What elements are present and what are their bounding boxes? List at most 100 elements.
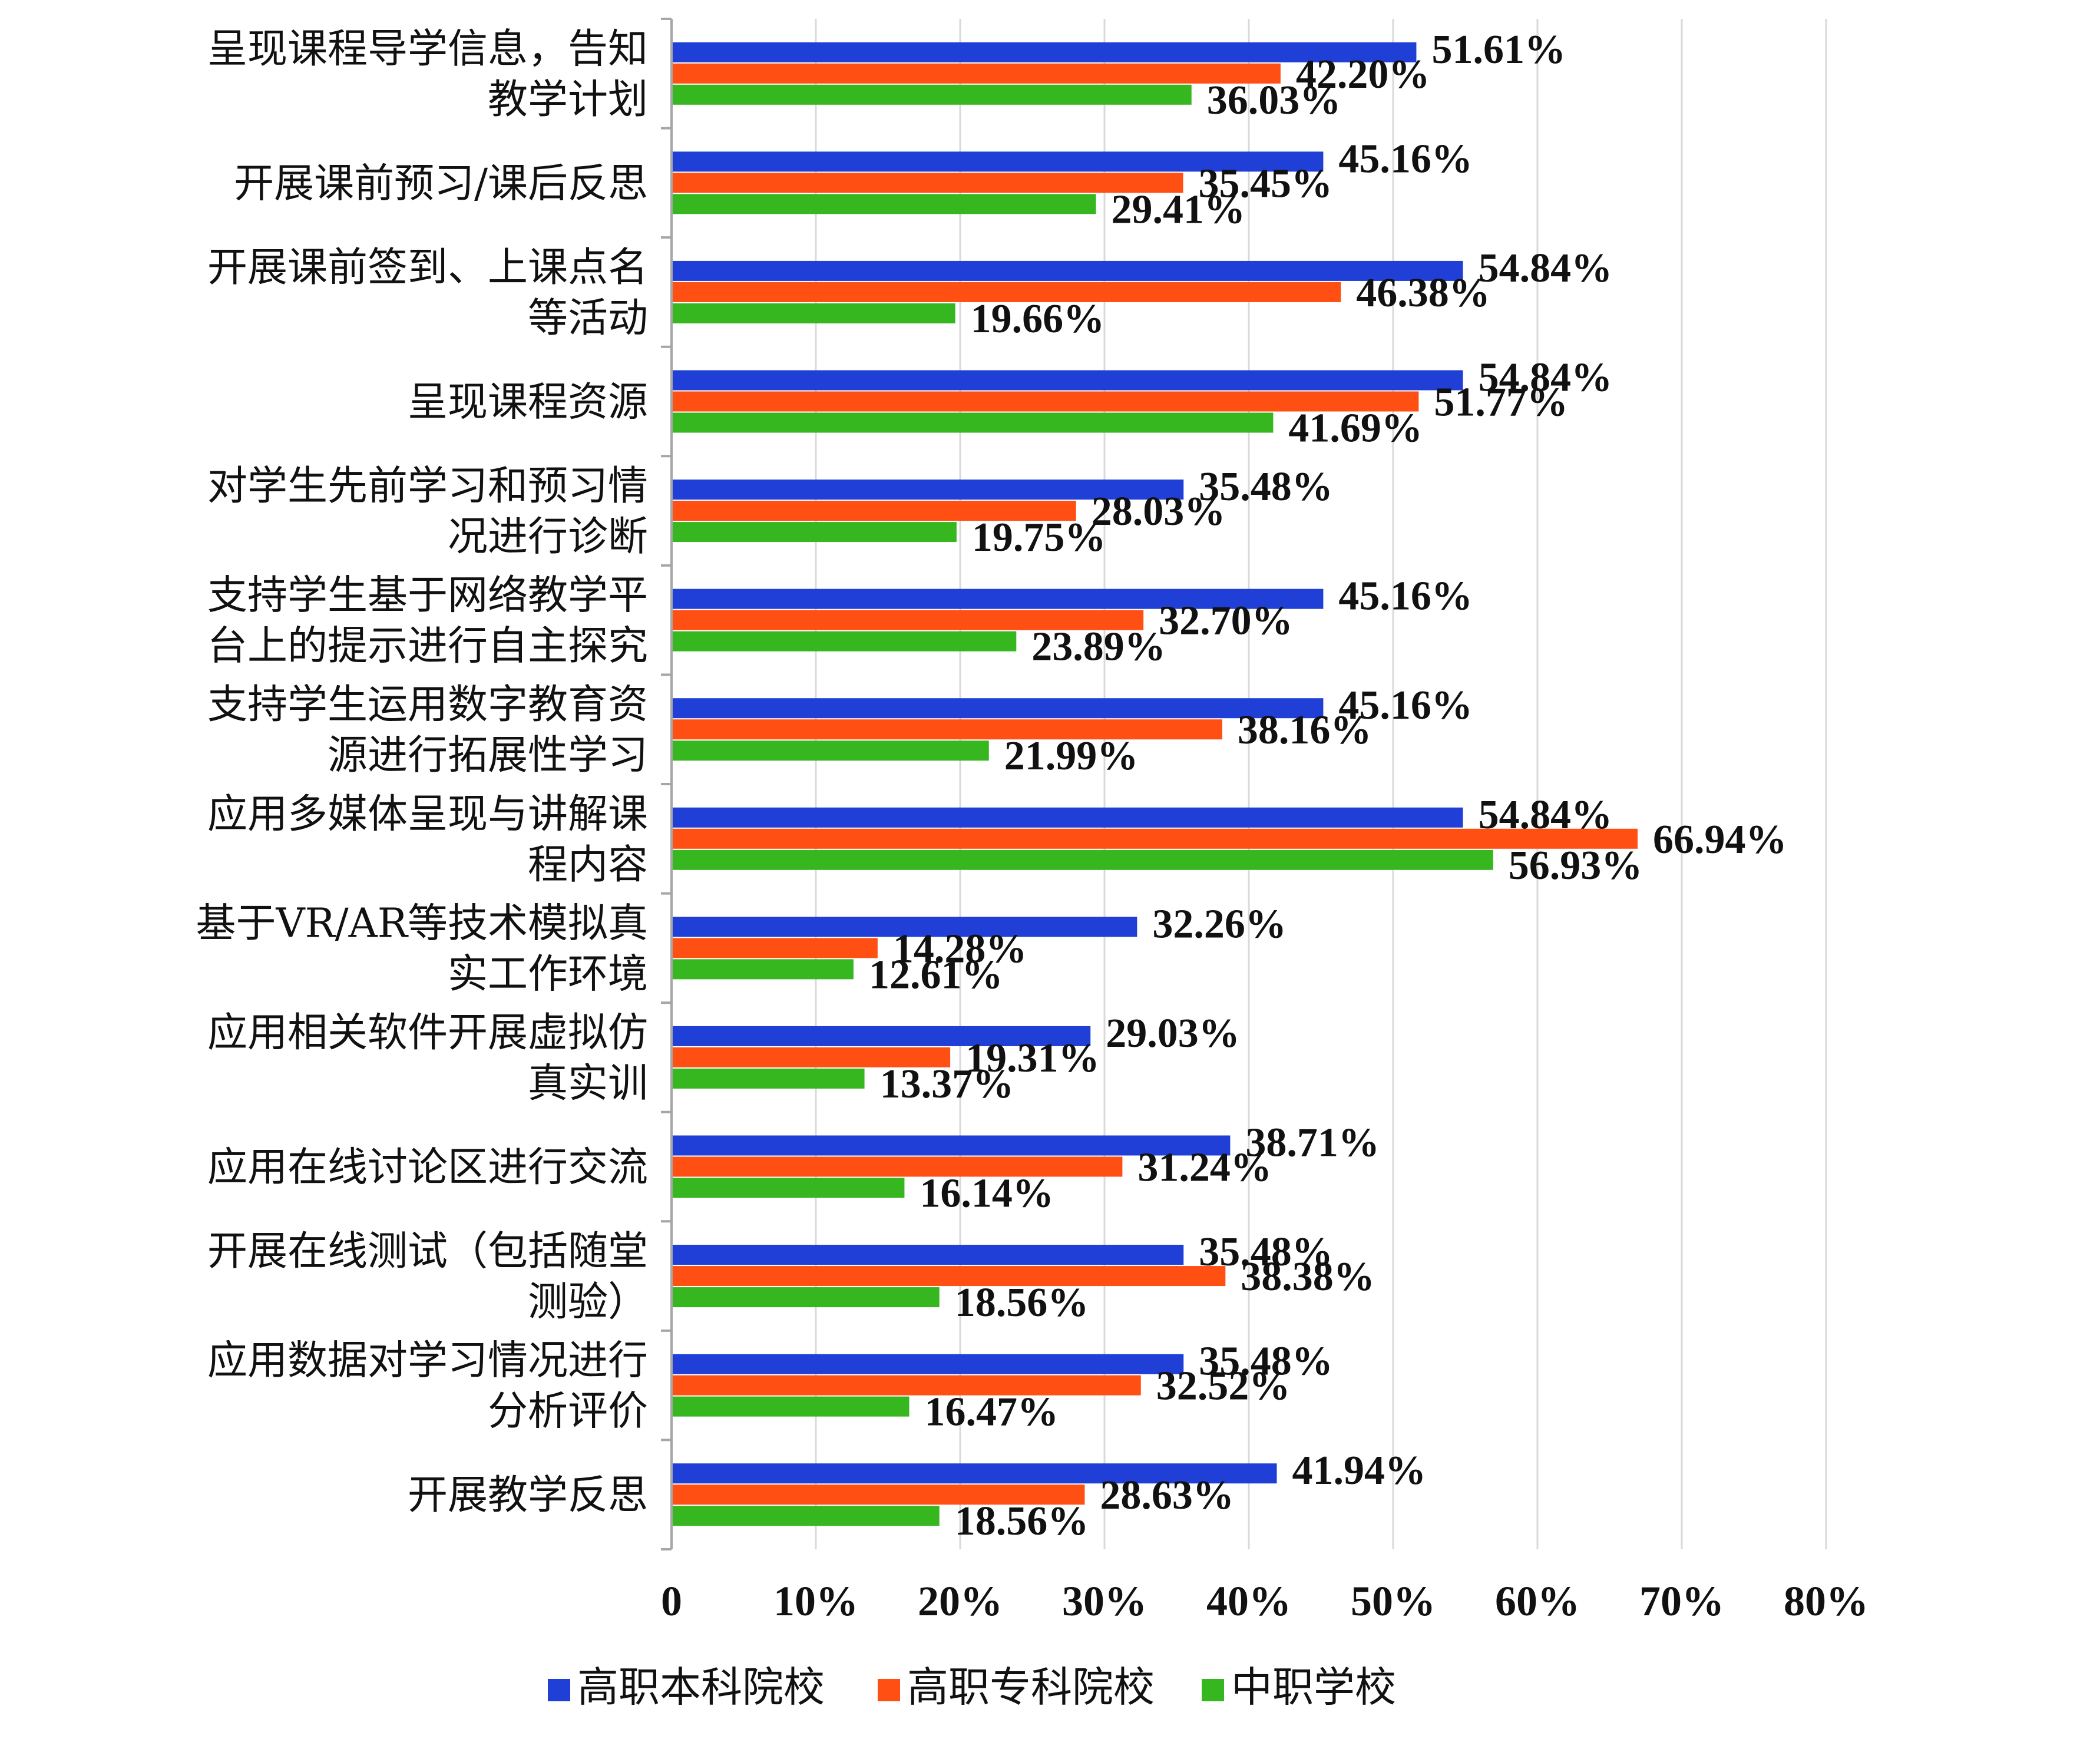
bar (672, 1156, 1123, 1177)
bar (672, 740, 989, 761)
data-label: 12.61% (869, 952, 1003, 997)
data-label: 54.84% (1479, 246, 1613, 291)
data-label: 38.38% (1241, 1254, 1375, 1300)
tick-label: 10% (773, 1578, 858, 1625)
data-label: 21.99% (1004, 733, 1139, 779)
category-label: 教学计划 (488, 77, 648, 123)
category-label: 开展课前预习/课后反思 (234, 160, 648, 207)
bar (672, 260, 1463, 281)
bar (672, 917, 1137, 937)
bar (672, 84, 1192, 105)
bar (672, 631, 1017, 652)
bar (672, 1245, 1184, 1265)
bar (672, 42, 1417, 62)
data-label: 45.16% (1338, 574, 1473, 619)
bar (672, 719, 1222, 740)
data-label: 16.14% (920, 1171, 1054, 1216)
bar (672, 412, 1274, 433)
bar (672, 1026, 1091, 1046)
bar (672, 610, 1144, 630)
category-label: 呈现课程导学信息，告知 (207, 26, 648, 72)
data-label: 19.75% (972, 515, 1106, 560)
bar (672, 938, 878, 958)
bar (672, 151, 1324, 172)
category-label: 基于VR/AR等技术模拟真 (196, 900, 648, 947)
data-label: 28.03% (1092, 489, 1225, 534)
bar (672, 1287, 940, 1308)
bar (672, 282, 1341, 302)
data-label: 45.16% (1338, 683, 1473, 728)
data-label: 38.16% (1238, 707, 1372, 753)
bar (672, 1068, 865, 1089)
category-label: 程内容 (528, 842, 648, 888)
data-label: 29.03% (1106, 1011, 1239, 1056)
bar (672, 480, 1184, 500)
data-label: 51.61% (1431, 27, 1566, 72)
category-label: 支持学生基于网络教学平 (207, 573, 648, 619)
category-label: 等活动 (528, 295, 648, 342)
data-label: 36.03% (1207, 78, 1341, 123)
data-label: 19.66% (971, 296, 1105, 342)
bar (672, 807, 1463, 828)
bar (672, 303, 955, 323)
tick-label: 0 (661, 1578, 682, 1625)
bar (672, 1484, 1085, 1505)
data-label: 46.38% (1356, 270, 1490, 316)
category-label: 应用数据对学习情况进行 (207, 1338, 648, 1384)
data-label: 35.45% (1199, 161, 1332, 206)
bar (672, 1463, 1277, 1484)
legend-swatch (1202, 1679, 1224, 1701)
data-label: 54.84% (1479, 792, 1613, 838)
bar (672, 959, 854, 980)
data-label: 23.89% (1031, 624, 1166, 670)
bar (672, 522, 957, 543)
value-labels: 51.61%42.20%36.03%45.16%35.45%29.41%54.8… (869, 27, 1787, 1544)
data-label: 18.56% (955, 1499, 1089, 1544)
category-label: 应用相关软件开展虚拟仿 (207, 1010, 648, 1056)
category-label: 真实训 (528, 1060, 648, 1107)
category-label: 源进行拓展性学习 (328, 732, 648, 779)
data-label: 14.28% (893, 926, 1027, 971)
data-label: 32.26% (1152, 901, 1287, 947)
legend: 高职本科院校 高职专科院校 中职学校 (548, 1663, 1396, 1711)
bar (672, 1375, 1141, 1396)
data-label: 45.16% (1338, 136, 1473, 181)
bar (672, 194, 1096, 214)
data-label: 54.84% (1479, 355, 1613, 401)
category-label: 实工作环境 (448, 951, 648, 997)
legend-label: 中职学校 (1231, 1663, 1396, 1711)
bar (672, 391, 1419, 412)
bar (672, 828, 1638, 849)
bar (672, 1354, 1184, 1374)
data-label: 32.70% (1159, 599, 1292, 644)
data-label: 35.48% (1199, 464, 1333, 510)
data-label: 51.77% (1434, 380, 1568, 425)
category-label: 开展教学反思 (408, 1472, 648, 1519)
bar (672, 501, 1076, 521)
data-label: 56.93% (1509, 843, 1643, 888)
category-label: 支持学生运用数字教育资 (207, 682, 648, 728)
bar (672, 1396, 910, 1417)
category-label: 测验） (528, 1279, 648, 1325)
bar (672, 1135, 1231, 1156)
category-label: 开展课前签到、上课点名 (207, 244, 648, 291)
bar (672, 370, 1463, 391)
bar (672, 698, 1324, 719)
bar (672, 1506, 940, 1526)
category-label: 台上的提示进行自主探究 (207, 623, 648, 670)
category-label: 应用在线讨论区进行交流 (207, 1145, 648, 1191)
data-label: 41.69% (1288, 406, 1423, 451)
data-label: 41.94% (1292, 1448, 1427, 1493)
bar (672, 588, 1324, 609)
bars (672, 42, 1638, 1526)
data-label: 42.20% (1296, 52, 1430, 97)
legend-label: 高职本科院校 (577, 1663, 825, 1711)
legend-label: 高职专科院校 (907, 1663, 1155, 1711)
tick-label: 20% (918, 1578, 1003, 1625)
category-label: 应用多媒体呈现与讲解课 (207, 791, 648, 838)
data-label: 31.24% (1137, 1145, 1271, 1191)
category-axis (661, 18, 673, 1550)
data-label: 18.56% (955, 1280, 1089, 1325)
data-label: 35.48% (1199, 1339, 1333, 1384)
tick-label: 30% (1062, 1578, 1147, 1625)
